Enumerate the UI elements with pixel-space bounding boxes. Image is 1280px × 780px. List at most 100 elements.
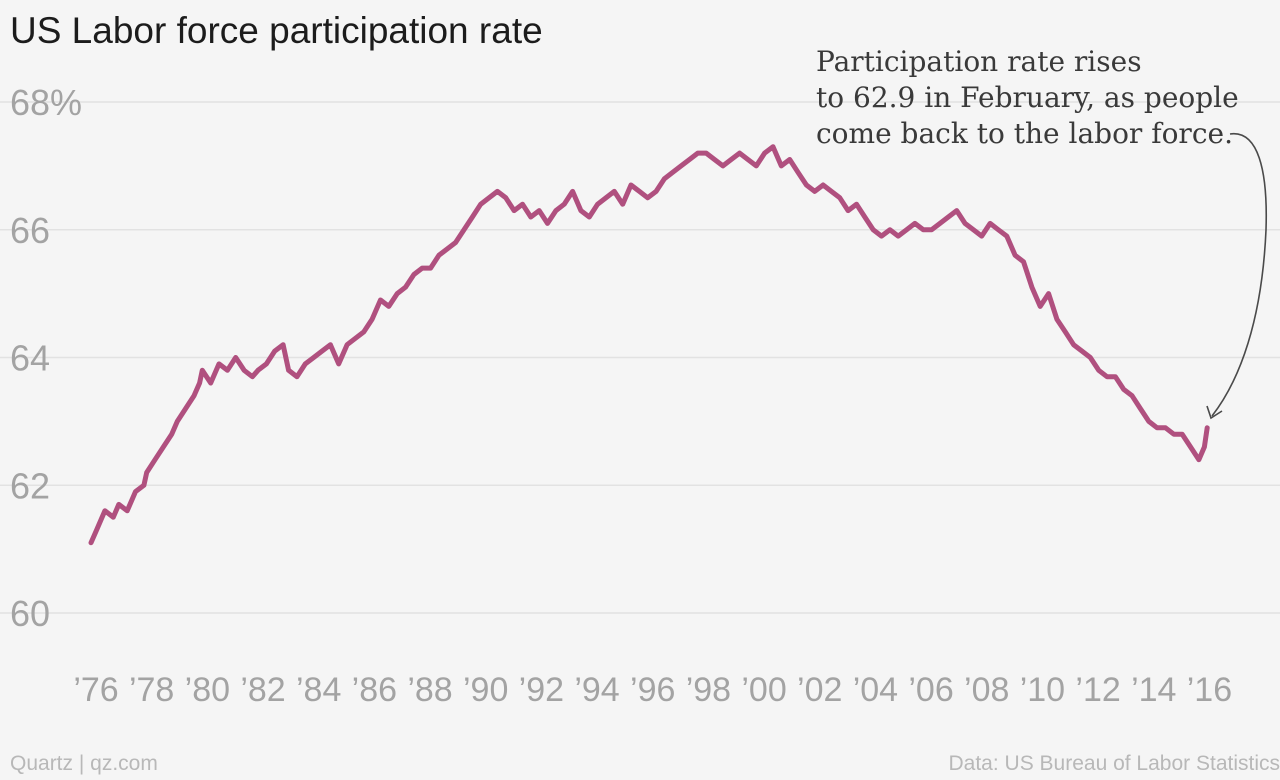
data-point xyxy=(780,165,783,167)
data-point xyxy=(922,229,925,231)
data-point xyxy=(847,209,849,212)
data-point xyxy=(363,331,365,333)
x-tick-label: ’88 xyxy=(407,671,452,709)
data-point xyxy=(997,229,1000,231)
data-point xyxy=(154,458,156,461)
data-point xyxy=(914,222,916,225)
data-point xyxy=(738,152,741,154)
data-point xyxy=(209,382,212,384)
y-tick-label: 64 xyxy=(10,338,50,379)
data-point xyxy=(1047,292,1050,295)
annotation-line: come back to the labor force. xyxy=(816,117,1233,150)
data-point xyxy=(354,337,357,340)
data-point xyxy=(989,222,991,225)
data-point xyxy=(421,267,424,269)
gridlines xyxy=(0,101,1280,614)
data-point xyxy=(170,433,173,436)
data-point xyxy=(404,286,407,289)
data-point xyxy=(226,369,229,372)
data-point xyxy=(321,350,323,352)
x-tick-label: ’02 xyxy=(797,671,842,709)
data-point xyxy=(672,171,674,174)
data-point xyxy=(822,184,824,186)
data-point xyxy=(162,446,165,448)
series-layer xyxy=(88,144,1210,546)
data-point xyxy=(112,516,115,518)
data-point xyxy=(1031,286,1033,289)
data-point xyxy=(930,229,933,231)
data-point xyxy=(1203,446,1206,448)
data-point xyxy=(1198,458,1200,461)
data-point xyxy=(939,222,941,225)
data-point xyxy=(688,158,691,161)
data-point xyxy=(1072,343,1075,346)
data-point xyxy=(1114,375,1117,378)
x-tick-label: ’78 xyxy=(129,671,174,709)
x-tick-label: ’12 xyxy=(1075,671,1120,709)
y-tick-label: 68% xyxy=(10,82,82,123)
data-point xyxy=(813,190,816,193)
data-point xyxy=(730,158,732,161)
data-point xyxy=(964,222,966,225)
data-point xyxy=(273,350,276,352)
data-point xyxy=(95,529,98,531)
data-point xyxy=(304,363,307,365)
data-point xyxy=(1156,427,1158,429)
data-point xyxy=(134,490,137,493)
data-point xyxy=(454,241,457,244)
data-point xyxy=(772,145,774,148)
data-point xyxy=(104,510,106,512)
x-tick-label: ’00 xyxy=(741,671,786,709)
annotation-arrowhead xyxy=(1206,405,1223,420)
data-point xyxy=(1089,356,1092,359)
data-point xyxy=(889,229,891,231)
data-point xyxy=(646,197,649,199)
data-point xyxy=(471,216,474,218)
data-point xyxy=(864,216,866,218)
footer-credit: Quartz | qz.com xyxy=(10,752,158,775)
data-point xyxy=(546,222,549,225)
data-point xyxy=(296,375,298,378)
data-point xyxy=(143,484,145,487)
x-tick-label: ’98 xyxy=(686,671,731,709)
data-point xyxy=(705,152,707,154)
x-tick-label: ’90 xyxy=(463,671,508,709)
data-point xyxy=(282,343,284,346)
data-point xyxy=(621,203,624,205)
data-point xyxy=(521,203,524,205)
x-tick-label: ’14 xyxy=(1131,671,1176,709)
data-point xyxy=(755,165,758,167)
x-tick-label: ’92 xyxy=(519,671,564,709)
y-tick-label: 60 xyxy=(10,593,50,634)
data-point xyxy=(346,343,348,346)
data-point xyxy=(1081,350,1083,352)
data-point xyxy=(680,165,682,167)
data-point xyxy=(413,273,415,276)
data-point xyxy=(312,356,315,359)
data-point xyxy=(257,369,259,372)
y-axis-tick-labels: 68% 66 64 62 60 xyxy=(10,82,82,634)
series-line xyxy=(88,144,1210,546)
data-point xyxy=(396,292,399,295)
data-point xyxy=(251,375,254,378)
data-point xyxy=(234,356,237,359)
x-tick-label: ’80 xyxy=(185,671,230,709)
data-point xyxy=(145,471,148,474)
x-tick-label: ’94 xyxy=(574,671,619,709)
data-point xyxy=(513,209,515,212)
data-point xyxy=(1022,260,1025,263)
data-point xyxy=(118,503,120,506)
data-point xyxy=(1139,407,1142,410)
annotation-text: Participation rate rises to 62.9 in Febr… xyxy=(816,44,1256,152)
data-point xyxy=(488,197,490,199)
data-point xyxy=(805,184,808,186)
data-point xyxy=(763,152,766,154)
data-point xyxy=(830,190,833,193)
data-point xyxy=(505,197,507,199)
data-point xyxy=(1106,375,1108,378)
data-point xyxy=(747,158,749,161)
x-tick-label: ’76 xyxy=(73,671,118,709)
x-tick-label: ’08 xyxy=(964,671,1009,709)
data-point xyxy=(1056,318,1058,321)
